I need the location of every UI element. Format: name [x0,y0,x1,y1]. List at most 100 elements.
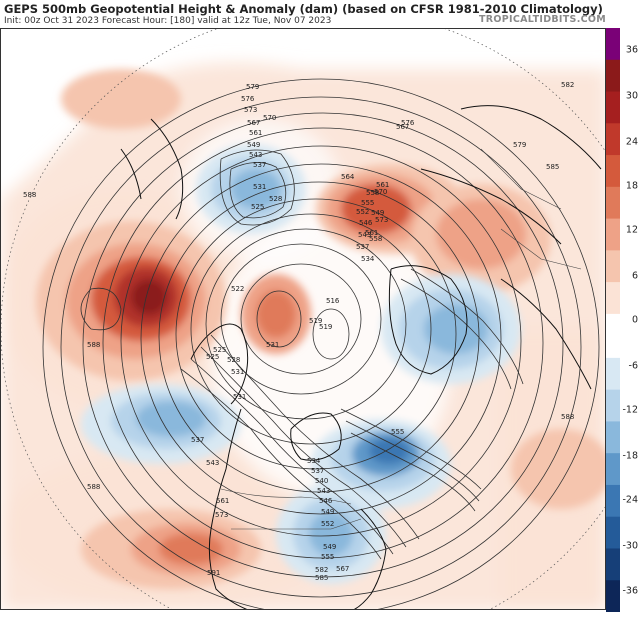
contour-label: 582 [315,566,328,574]
coastlines [120,105,602,609]
pacific-ridge-peak [131,279,167,315]
contour-label: 546 [359,219,373,227]
contour-label: 588 [23,191,36,199]
colorbar-swatch [606,580,620,613]
contour-label: 531 [253,183,266,191]
contour-label: 537 [356,243,369,251]
colorbar-swatch [606,421,620,454]
hemispheric-map: 579 576 573 570 567 561 549 543 537 531 … [1,29,605,609]
colorbar-label: 30 [625,90,638,102]
colorbar-label: -18 [622,450,638,462]
contour-label: 528 [227,356,240,364]
contour-label: 576 [401,119,415,127]
contour-label: 519 [309,317,322,325]
colorbar-swatch [606,186,620,220]
contour-label: 534 [307,457,321,465]
contour-label: 555 [391,428,404,436]
anomaly-colorbar [606,28,620,613]
colorbar-label: 0 [631,314,638,326]
colorbar-swatch [606,484,620,518]
contour-label: 537 [253,161,266,169]
contour-label: 537 [191,436,204,444]
contour-label: 555 [361,199,374,207]
contour-label: 549 [247,141,260,149]
colorbar-label: 12 [625,224,638,236]
contour-label: 519 [319,323,332,331]
contour-label: 528 [269,195,282,203]
contour-label: 576 [241,95,255,103]
colorbar-swatch [606,250,620,283]
colorbar-swatch [606,155,620,188]
contour-label: 558 [366,189,379,197]
contour-label: 579 [246,83,259,91]
contour-label: 546 [319,497,333,505]
contour-label: 549 [321,508,334,516]
colorbar-swatch [606,453,620,486]
contour-label: 588 [561,413,574,421]
colorbar-label: 24 [625,136,638,148]
height-contours [42,78,600,609]
contour-label: 555 [321,553,334,561]
colorbar-label: -36 [622,585,638,597]
colorbar-label: -12 [622,404,638,416]
colorbar-swatch [606,218,620,251]
colorbar-label: -24 [622,494,638,506]
colorbar-label: -6 [628,360,638,372]
contour-label: 543 [206,459,219,467]
contour-label: 534 [361,255,375,263]
contour-label: 549 [371,209,384,217]
site-credit: TROPICALTIDBITS.COM [479,14,606,25]
colorbar-swatch [606,59,620,93]
positive-anomalies [36,69,605,589]
contour-label: 567 [336,565,349,573]
contour-label: 543 [358,231,371,239]
contour-label: 522 [231,285,244,293]
colorbar-swatches [606,28,620,613]
colorbar-label: 36 [625,44,638,56]
contour-label: 531 [266,341,279,349]
contour-height-labels: 579 576 573 570 567 561 549 543 537 531 … [23,81,574,582]
contour-label: 573 [215,511,228,519]
contour-label: 540 [315,477,328,485]
negative-anomalies [81,144,521,584]
contour-label: 531 [233,393,246,401]
contour-label: 549 [323,543,336,551]
contour-label: 570 [263,114,276,122]
contour-label: 591 [207,569,220,577]
colorbar-swatch-neutral [606,313,620,358]
contour-label: 531 [231,368,244,376]
contour-label: 588 [87,483,100,491]
contour-label: 516 [326,297,340,305]
contour-label: 561 [216,497,229,505]
political-borders [220,148,582,530]
contour-label: 585 [315,574,328,582]
colorbar-swatch [606,91,620,124]
map-panel: 579 576 573 570 567 561 549 543 537 531 … [0,28,606,610]
contour-label: 567 [396,123,409,131]
contour-label: 564 [341,173,355,181]
chart-title: GEPS 500mb Geopotential Height & Anomaly… [4,2,603,16]
contour-label: 537 [311,467,324,475]
contour-label: 558 [369,235,382,243]
contour-label: 525 [213,346,226,354]
contour-label: 525 [206,353,219,361]
contour-label: 561 [249,129,262,137]
contour-label: 552 [356,208,369,216]
contour-label: 525 [251,203,264,211]
colorbar-swatch [606,123,620,156]
colorbar-label: -30 [622,540,638,552]
colorbar-swatch [606,389,620,422]
chart-subtitle: Init: 00z Oct 31 2023 Forecast Hour: [18… [4,16,332,26]
colorbar-swatch [606,282,620,315]
contour-label: 552 [321,520,334,528]
contour-label: 570 [374,188,387,196]
contour-label: 582 [561,81,574,89]
contour-label: 543 [249,151,262,159]
colorbar-swatch [606,516,620,549]
contour-label: 543 [317,487,330,495]
contour-label: 588 [87,341,100,349]
colorbar-label: 18 [625,180,638,192]
colorbar-label: 6 [631,270,638,282]
header: GEPS 500mb Geopotential Height & Anomaly… [0,0,640,28]
contour-label: 573 [244,106,257,114]
